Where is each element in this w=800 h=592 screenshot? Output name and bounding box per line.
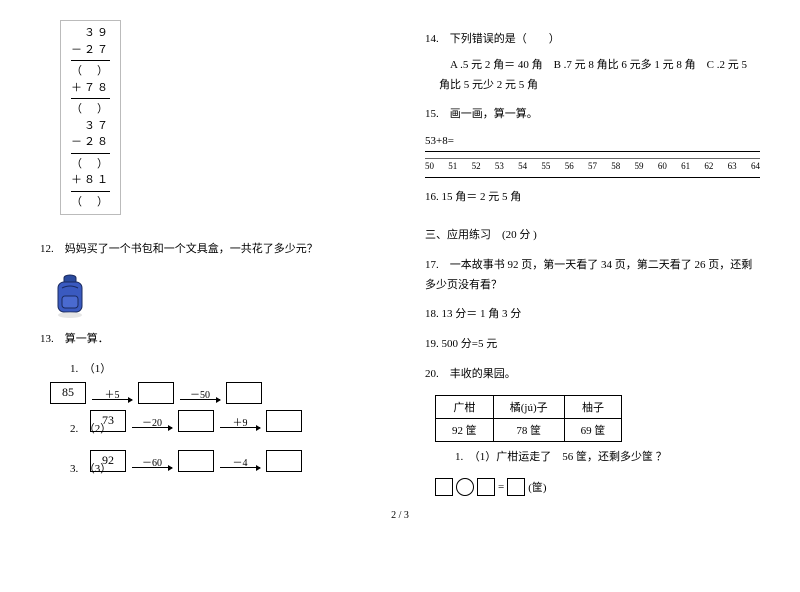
flow-box-empty [178,410,214,432]
number-line: 50 51 52 53 54 55 56 57 58 59 60 61 62 6… [425,151,760,178]
calc-rule [71,98,110,99]
calc-line: ３７ [71,118,110,135]
arrow-icon: －20 [132,414,172,428]
arrow-icon: ＋5 [92,386,132,400]
blank-circle-icon [456,478,474,496]
calc-line: ３９ [71,25,110,42]
question-17: 17. 一本故事书 92 页，第一天看了 34 页，第二天看了 26 页，还剩多… [425,256,760,296]
blank-square-icon [435,478,453,496]
page-footer: 2 / 3 [0,510,800,521]
section-3-title: 三、应用练习 (20 分 ) [425,226,760,246]
question-15: 15. 画一画，算一算。 [425,105,760,125]
question-12: 12. 妈妈买了一个书包和一个文具盒，一共花了多少元？ [40,240,375,260]
answer-blanks: = (筐) [435,478,760,496]
calc-line: （ ） [71,63,110,80]
question-13: 13. 算一算． [40,330,375,350]
question-14-options: A .5 元 2 角＝ 40 角 B .7 元 8 角比 6 元多 1 元 8 … [439,56,760,96]
question-18: 18. 13 分＝ 1 角 3 分 [425,305,760,325]
arrow-icon: －60 [132,454,172,468]
right-column: 14. 下列错误的是（ ） A .5 元 2 角＝ 40 角 B .7 元 8 … [425,20,760,496]
flow-row-1: 85 ＋5 －50 [50,382,375,404]
q20-sub1: 1. （1）广柑运走了 56 筐，还剩多少筐 ？ [455,448,760,468]
flow-box-empty [266,450,302,472]
blank-square-icon [477,478,495,496]
question-20: 20. 丰收的果园。 [425,365,760,385]
calc-rule [71,191,110,192]
arrow-icon: ＋9 [220,414,260,428]
calc-line: ＋７８ [71,80,110,97]
q13-sub1-label: 1. （1） [70,360,375,376]
backpack-icon [50,270,90,320]
q15-expression: 53+8= [425,135,760,147]
left-column: ３９ －２７ （ ） ＋７８ （ ） ３７ －２８ （ ） ＋８１ （ ） 12… [40,20,375,496]
question-14: 14. 下列错误的是（ ） [425,30,760,50]
flow-box-empty [138,382,174,404]
number-line-ticks: 50 51 52 53 54 55 56 57 58 59 60 61 62 6… [425,161,760,171]
vertical-calculation: ３９ －２７ （ ） ＋７８ （ ） ３７ －２８ （ ） ＋８１ （ ） [60,20,121,215]
table-row: 广柑 橘(jú)子 柚子 [436,395,622,418]
calc-rule [71,60,110,61]
unit-label: (筐) [528,479,546,495]
fruit-table: 广柑 橘(jú)子 柚子 92 筐 78 筐 69 筐 [435,395,622,442]
calc-rule [71,153,110,154]
calc-line: （ ） [71,101,110,118]
calc-line: （ ） [71,156,110,173]
calc-line: －２７ [71,42,110,59]
arrow-icon: －50 [180,386,220,400]
flow-box-empty [266,410,302,432]
calc-line: －２８ [71,134,110,151]
table-row: 92 筐 78 筐 69 筐 [436,418,622,441]
question-19: 19. 500 分=5 元 [425,335,760,355]
calc-line: （ ） [71,194,110,211]
blank-square-icon [507,478,525,496]
equals-text: = [498,481,504,493]
flow-box: 85 [50,382,86,404]
calc-line: ＋８１ [71,172,110,189]
arrow-icon: －4 [220,454,260,468]
flow-box-empty [226,382,262,404]
question-16: 16. 15 角＝ 2 元 5 角 [425,188,760,208]
flow-box-empty [178,450,214,472]
